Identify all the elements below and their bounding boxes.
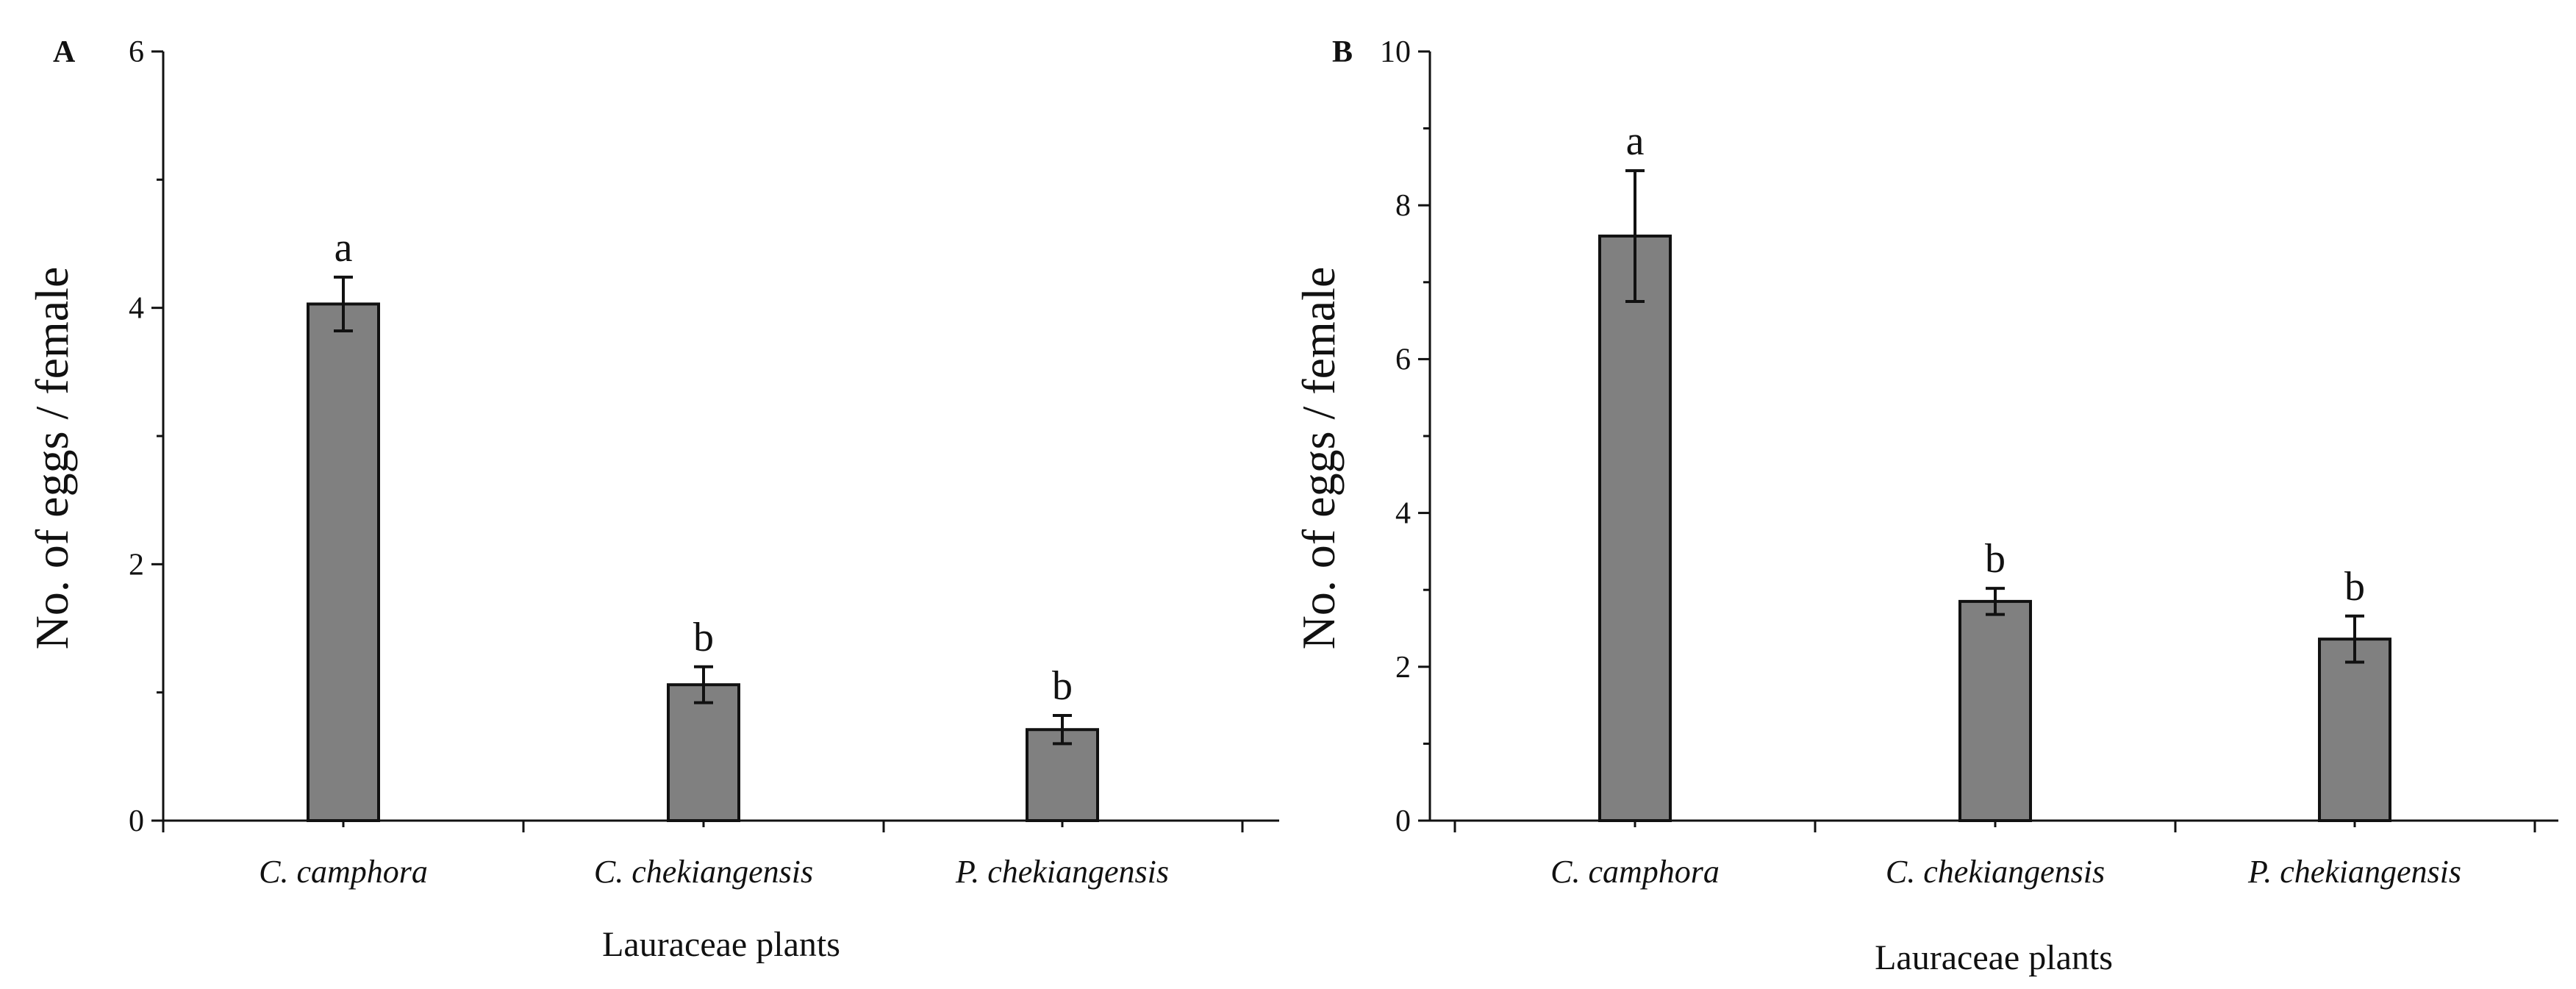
- significance-letter: a: [1626, 118, 1645, 164]
- y-tick-label: 4: [129, 292, 144, 326]
- y-tick-label: 8: [1395, 189, 1411, 223]
- y-tick-label: 6: [1395, 343, 1411, 376]
- x-tick-label: C. chekiangensis: [1886, 854, 2105, 890]
- y-tick-label: 0: [1395, 804, 1411, 838]
- x-tick-label: P. chekiangensis: [955, 854, 1169, 890]
- panel-letter: B: [1332, 35, 1353, 69]
- significance-letter: b: [693, 615, 714, 660]
- x-axis-title: Lauraceae plants: [602, 925, 840, 964]
- significance-letter: b: [1052, 663, 1073, 709]
- y-axis-title: No. of eggs / female: [1292, 267, 1345, 650]
- y-tick-label: 6: [129, 35, 144, 69]
- bar: [1598, 235, 1672, 823]
- y-tick-label: 2: [129, 548, 144, 582]
- y-tick-label: 4: [1395, 497, 1411, 531]
- x-tick-label: C. camphora: [259, 854, 428, 890]
- y-tick-label: 0: [129, 804, 144, 838]
- x-tick-label: C. chekiangensis: [594, 854, 813, 890]
- error-bar: [694, 665, 713, 704]
- bar: [667, 683, 740, 822]
- significance-letter: b: [1985, 536, 2006, 582]
- x-axis-title: Lauraceae plants: [1875, 938, 2113, 977]
- error-bar: [1053, 714, 1072, 746]
- significance-letter: a: [334, 225, 353, 271]
- error-bar: [2345, 614, 2364, 664]
- panel-a: A 0 2 4 6 a C. camphora b C. chekiangensis b P. ch…: [26, 35, 1279, 964]
- significance-letter: b: [2344, 564, 2365, 610]
- x-tick-label: P. chekiangensis: [2247, 854, 2461, 890]
- bar: [307, 302, 380, 823]
- bar: [1958, 599, 2032, 822]
- bar: [2318, 638, 2391, 822]
- y-tick-label: 10: [1380, 35, 1411, 69]
- panel-b: B 0 2 4 6 8 10 a C. camphora b C. chekiangensis b P.…: [1292, 35, 2558, 977]
- error-bar: [1986, 587, 2005, 616]
- y-axis-title: No. of eggs / female: [26, 267, 78, 650]
- y-tick-label: 2: [1395, 651, 1411, 685]
- x-tick-label: C. camphora: [1550, 854, 1720, 890]
- error-bar: [334, 275, 353, 333]
- error-bar: [1625, 169, 1645, 303]
- panel-letter: A: [53, 35, 76, 69]
